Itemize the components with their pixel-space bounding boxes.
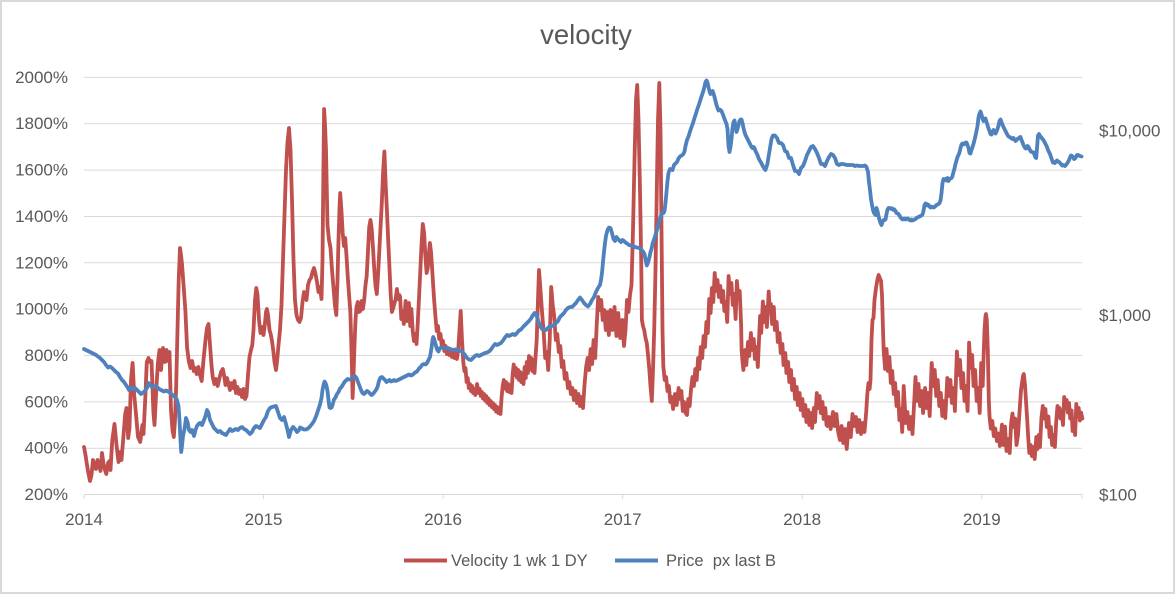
svg-text:$10,000: $10,000 [1099,122,1160,141]
svg-text:2014: 2014 [65,510,103,529]
svg-text:2018: 2018 [783,510,821,529]
svg-text:2019: 2019 [963,510,1001,529]
svg-text:Price px last B: Price px last B [666,552,776,570]
svg-text:Velocity 1 wk 1 DY: Velocity 1 wk 1 DY [451,552,588,570]
svg-text:2000%: 2000% [15,68,68,87]
svg-text:2016: 2016 [424,510,462,529]
svg-text:600%: 600% [25,392,68,411]
svg-text:1800%: 1800% [15,114,68,133]
svg-text:200%: 200% [25,485,68,504]
svg-text:1400%: 1400% [15,207,68,226]
svg-text:$1,000: $1,000 [1099,306,1151,325]
svg-text:800%: 800% [25,346,68,365]
svg-text:1200%: 1200% [15,253,68,272]
svg-text:1000%: 1000% [15,300,68,319]
svg-text:2017: 2017 [604,510,642,529]
svg-text:1600%: 1600% [15,161,68,180]
svg-text:2015: 2015 [245,510,283,529]
svg-text:velocity: velocity [540,19,632,50]
svg-text:400%: 400% [25,439,68,458]
svg-text:$100: $100 [1099,486,1137,505]
